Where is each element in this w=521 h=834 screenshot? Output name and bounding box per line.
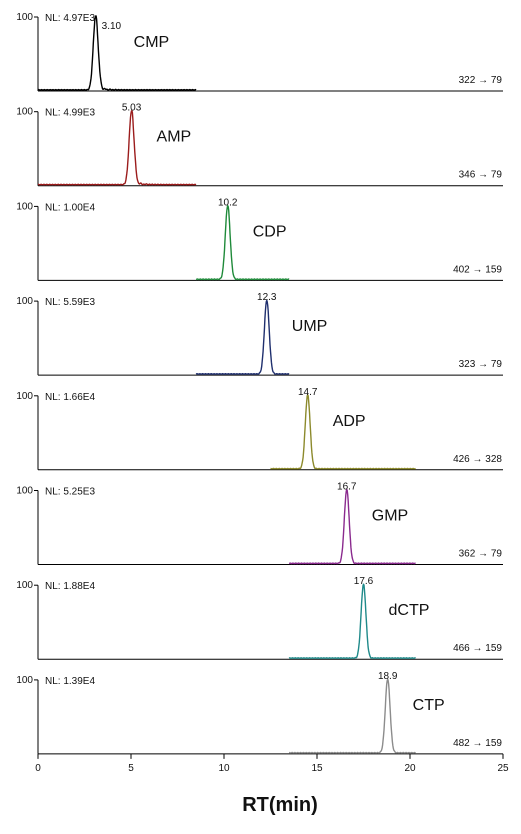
normalization-level: NL: 4.97E3 bbox=[45, 13, 95, 24]
y-tick-label: 100 bbox=[16, 580, 33, 591]
mrm-transition: 323 → 79 bbox=[459, 359, 503, 370]
peak-rt-label: 10.2 bbox=[218, 197, 238, 208]
trace-line bbox=[288, 583, 416, 659]
panel-cmp: 100 NL: 4.97E3 3.10 CMP 322 → 79 bbox=[16, 12, 503, 92]
mrm-transition: 466 → 159 bbox=[453, 643, 502, 654]
y-tick-label: 100 bbox=[16, 12, 33, 23]
panel-ump: 100 NL: 5.59E3 12.3 UMP 323 → 79 bbox=[16, 292, 503, 376]
peak-rt-label: 14.7 bbox=[298, 387, 318, 398]
normalization-level: NL: 1.66E4 bbox=[45, 392, 95, 403]
y-tick-label: 100 bbox=[16, 486, 33, 497]
panel-dctp: 100 NL: 1.88E4 17.6 dCTP 466 → 159 bbox=[16, 576, 503, 660]
x-tick-label: 15 bbox=[311, 763, 323, 774]
mrm-transition: 362 → 79 bbox=[459, 549, 503, 560]
peak-rt-label: 3.10 bbox=[102, 21, 122, 32]
analyte-name: UMP bbox=[292, 318, 328, 335]
x-axis-title: RT(min) bbox=[242, 794, 318, 816]
peak-rt-label: 17.6 bbox=[354, 576, 374, 587]
x-tick-label: 25 bbox=[497, 763, 509, 774]
peak-rt-label: 12.3 bbox=[257, 292, 277, 303]
analyte-name: CMP bbox=[134, 34, 170, 51]
mrm-transition: 322 → 79 bbox=[459, 75, 503, 86]
trace-line bbox=[37, 109, 197, 186]
trace-line bbox=[270, 394, 416, 470]
mrm-transition: 482 → 159 bbox=[453, 738, 502, 749]
normalization-level: NL: 1.39E4 bbox=[45, 676, 95, 687]
peak-rt-label: 16.7 bbox=[337, 482, 357, 493]
trace-line bbox=[288, 678, 416, 754]
mrm-transition: 402 → 159 bbox=[453, 264, 502, 275]
x-tick-label: 10 bbox=[218, 763, 230, 774]
peak-rt-label: 5.03 bbox=[122, 103, 142, 114]
panel-cdp: 100 NL: 1.00E4 10.2 CDP 402 → 159 bbox=[16, 197, 503, 281]
x-axis: 0 5 10 15 20 25 bbox=[35, 753, 509, 774]
analyte-name: CDP bbox=[253, 223, 287, 240]
trace-line bbox=[195, 299, 290, 375]
trace-line bbox=[195, 204, 290, 281]
y-tick-label: 100 bbox=[16, 391, 33, 402]
x-tick-label: 0 bbox=[35, 763, 41, 774]
panel-ctp: 100 NL: 1.39E4 18.9 CTP 482 → 159 bbox=[16, 671, 503, 755]
analyte-name: AMP bbox=[157, 129, 192, 146]
y-tick-label: 100 bbox=[16, 296, 33, 307]
mrm-transition: 346 → 79 bbox=[459, 170, 503, 181]
peak-rt-label: 18.9 bbox=[378, 671, 398, 682]
y-tick-label: 100 bbox=[16, 675, 33, 686]
panel-gmp: 100 NL: 5.25E3 16.7 GMP 362 → 79 bbox=[16, 482, 503, 565]
normalization-level: NL: 5.59E3 bbox=[45, 297, 95, 308]
x-tick-label: 5 bbox=[128, 763, 134, 774]
normalization-level: NL: 4.99E3 bbox=[45, 108, 95, 119]
panel-adp: 100 NL: 1.66E4 14.7 ADP 426 → 328 bbox=[16, 387, 503, 471]
normalization-level: NL: 1.88E4 bbox=[45, 581, 95, 592]
panel-amp: 100 NL: 4.99E3 5.03 AMP 346 → 79 bbox=[16, 103, 503, 187]
panels: 100 NL: 4.97E3 3.10 CMP 322 → 79 100 NL: 4.99E… bbox=[16, 12, 503, 755]
analyte-name: GMP bbox=[372, 508, 408, 525]
trace-line bbox=[288, 488, 416, 565]
mrm-transition: 426 → 328 bbox=[453, 454, 502, 465]
normalization-level: NL: 1.00E4 bbox=[45, 202, 95, 213]
x-tick-label: 20 bbox=[404, 763, 416, 774]
normalization-level: NL: 5.25E3 bbox=[45, 487, 95, 498]
y-tick-label: 100 bbox=[16, 201, 33, 212]
trace-line bbox=[37, 15, 197, 91]
analyte-name: ADP bbox=[333, 413, 366, 430]
analyte-name: CTP bbox=[413, 697, 445, 714]
y-tick-label: 100 bbox=[16, 107, 33, 118]
analyte-name: dCTP bbox=[389, 602, 430, 619]
